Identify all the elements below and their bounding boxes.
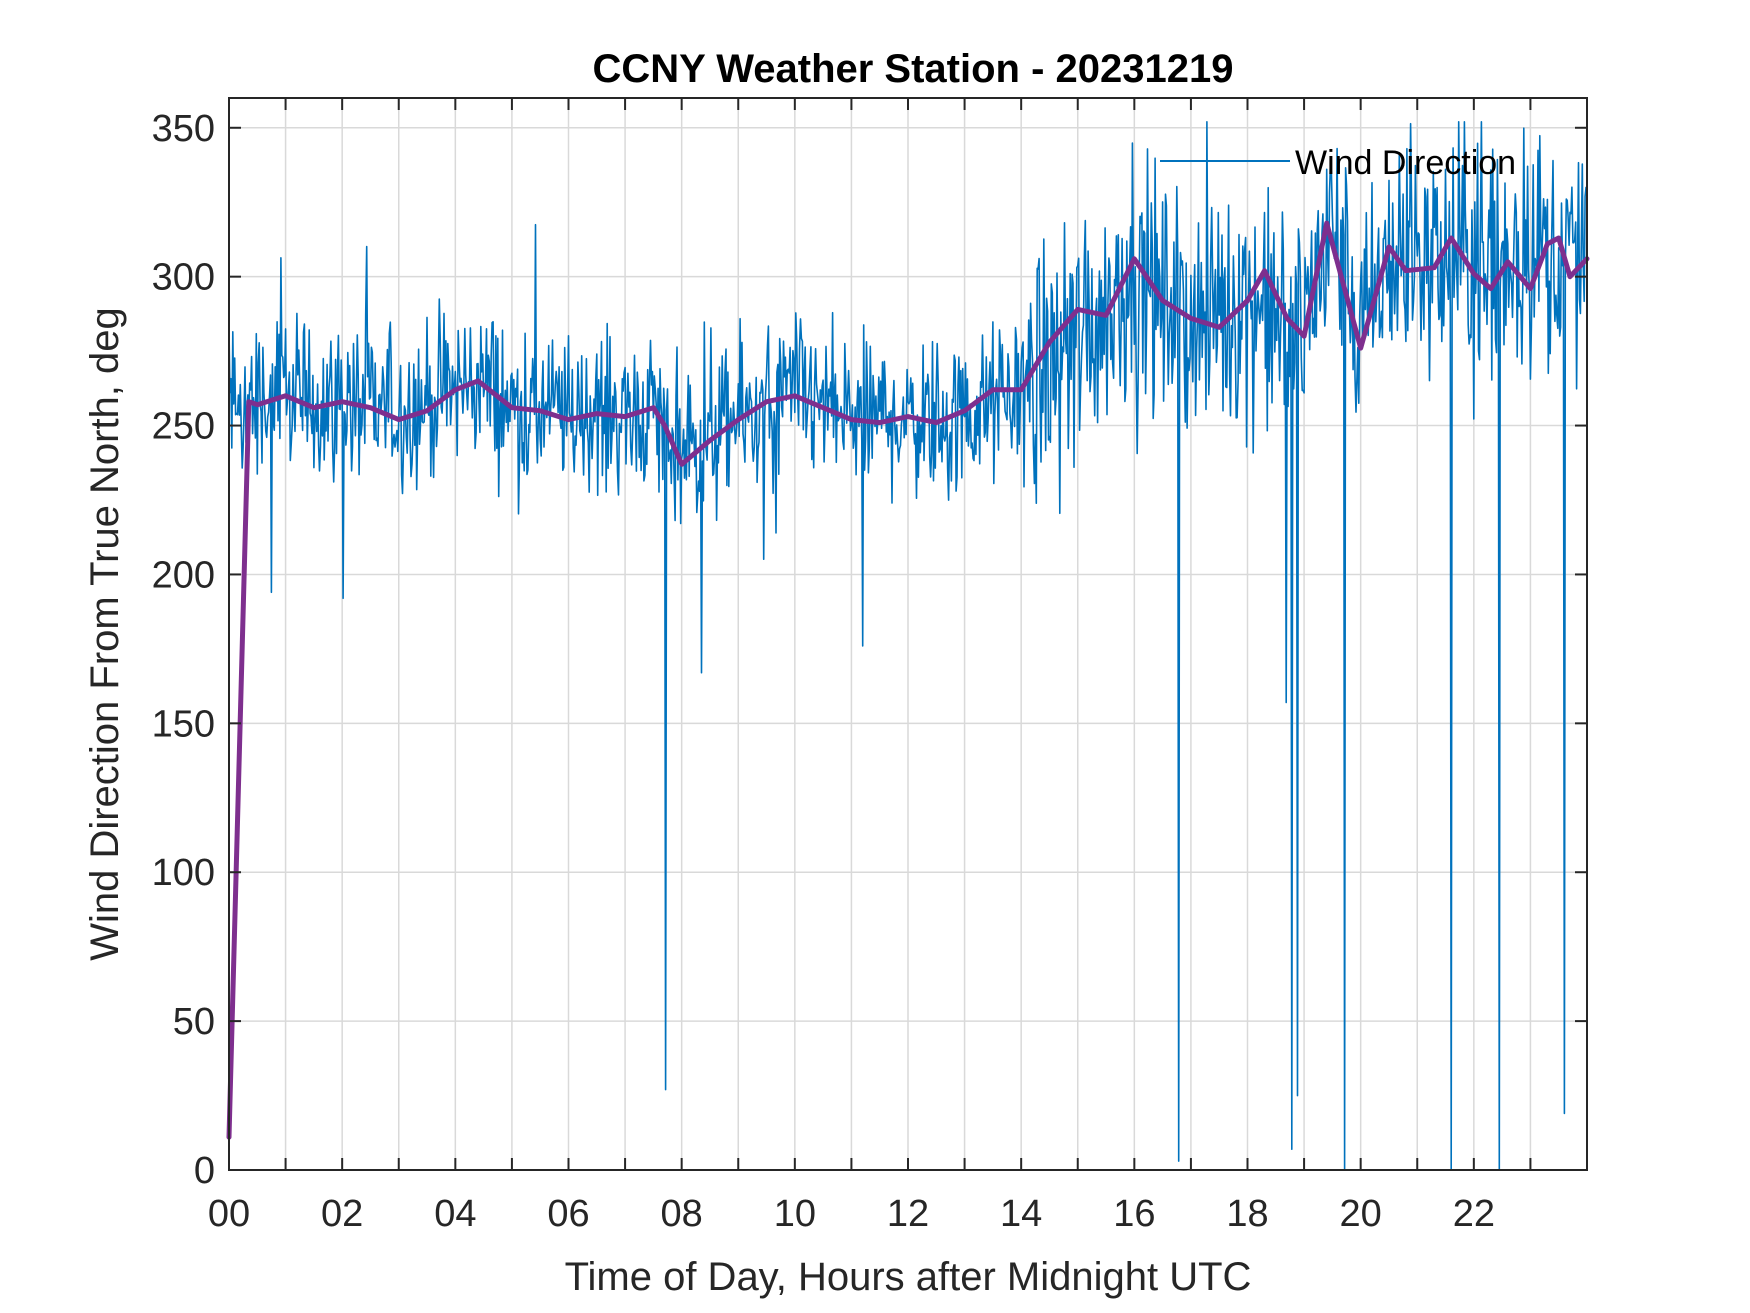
x-tick-label: 10 <box>774 1193 816 1235</box>
chart-title: CCNY Weather Station - 20231219 <box>593 47 1234 91</box>
x-tick-label: 12 <box>887 1193 929 1235</box>
x-axis-label: Time of Day, Hours after Midnight UTC <box>565 1255 1252 1299</box>
x-tick-label: 06 <box>547 1193 589 1235</box>
x-tick-label: 04 <box>434 1193 476 1235</box>
legend-label-wind-direction: Wind Direction <box>1295 144 1516 182</box>
y-tick-label: 100 <box>152 852 215 894</box>
legend: Wind Direction <box>1160 144 1516 182</box>
grid <box>229 98 1587 1170</box>
y-tick-label: 300 <box>152 257 215 299</box>
x-tick-label: 14 <box>1000 1193 1042 1235</box>
x-tick-labels: 00 02 04 06 08 10 12 14 16 18 20 22 <box>208 1193 1495 1235</box>
plot-area <box>226 97 1590 1171</box>
y-tick-label: 350 <box>152 108 215 150</box>
x-tick-label: 18 <box>1226 1193 1268 1235</box>
series-line-wind-direction <box>228 121 1587 1171</box>
y-tick-label: 250 <box>152 406 215 448</box>
x-tick-label: 22 <box>1453 1193 1495 1235</box>
y-tick-labels: 0 50 100 150 200 250 300 350 <box>152 108 215 1192</box>
x-tick-label: 08 <box>661 1193 703 1235</box>
series-layer <box>226 121 1590 1171</box>
x-tick-label: 00 <box>208 1193 250 1235</box>
y-tick-label: 200 <box>152 554 215 596</box>
x-tick-label: 20 <box>1340 1193 1382 1235</box>
x-tick-label: 16 <box>1113 1193 1155 1235</box>
y-tick-label: 50 <box>173 1001 215 1043</box>
x-tick-label: 02 <box>321 1193 363 1235</box>
y-tick-label: 150 <box>152 703 215 745</box>
series-line-smoothed <box>226 220 1590 1140</box>
y-axis-label: Wind Direction From True North, deg <box>83 307 127 961</box>
tick-marks <box>229 98 1587 1171</box>
y-tick-label: 0 <box>194 1150 215 1192</box>
